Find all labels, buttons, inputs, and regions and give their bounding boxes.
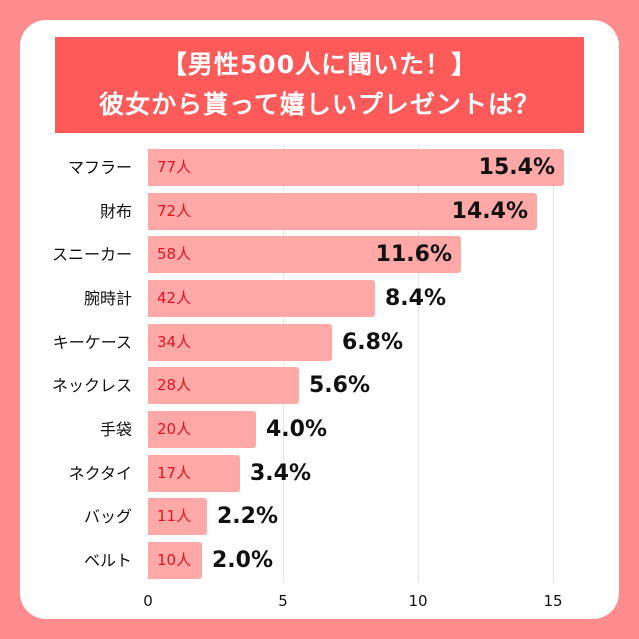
count-label: 34人: [157, 333, 192, 351]
percent-label: 3.4%: [250, 461, 312, 486]
category-label: ベルト: [83, 551, 132, 570]
bar: [148, 324, 332, 361]
percent-label: 4.0%: [266, 417, 328, 442]
x-tick-label: 5: [278, 592, 288, 610]
category-label: ネックレス: [51, 376, 132, 395]
bar: [148, 367, 299, 404]
x-tick-label: 10: [408, 592, 428, 610]
bar: [148, 411, 256, 448]
count-label: 58人: [157, 245, 192, 263]
category-label: バッグ: [83, 507, 132, 526]
category-label: 財布: [99, 202, 132, 221]
count-label: 72人: [157, 202, 192, 220]
percent-label: 2.0%: [212, 548, 274, 573]
count-label: 28人: [157, 376, 192, 394]
x-tick-label: 0: [143, 592, 153, 610]
bar: [148, 455, 240, 492]
percent-label: 15.4%: [478, 155, 555, 180]
count-label: 17人: [157, 464, 192, 482]
count-label: 10人: [157, 551, 192, 569]
bar: [148, 193, 537, 230]
chart-title: 【男性500人に聞いた！】 彼女から貰って嬉しいプレゼントは？: [55, 37, 584, 133]
percent-label: 11.6%: [375, 242, 452, 267]
bar: [148, 280, 375, 317]
percent-label: 14.4%: [451, 199, 528, 224]
category-label: マフラー: [67, 158, 132, 177]
x-tick-label: 15: [543, 592, 563, 610]
category-label: ネクタイ: [68, 464, 132, 483]
bar: [148, 498, 207, 535]
count-label: 77人: [157, 158, 192, 176]
gridline: [418, 145, 419, 582]
percent-label: 8.4%: [385, 286, 447, 311]
count-label: 42人: [157, 289, 192, 307]
percent-label: 5.6%: [309, 373, 371, 398]
percent-label: 2.2%: [217, 504, 279, 529]
gridline: [553, 145, 554, 582]
bar: [148, 236, 461, 273]
count-label: 20人: [157, 420, 192, 438]
bar: [148, 149, 564, 186]
category-label: 腕時計: [83, 289, 132, 308]
bar: [148, 542, 202, 579]
percent-label: 6.8%: [342, 330, 404, 355]
category-label: 手袋: [99, 420, 132, 439]
category-label: スニーカー: [51, 245, 132, 264]
gridline: [283, 145, 284, 582]
category-label: キーケース: [52, 333, 132, 352]
title-line-2: 彼女から貰って嬉しいプレゼントは？: [99, 90, 540, 119]
count-label: 11人: [157, 507, 192, 525]
title-line-1: 【男性500人に聞いた！】: [161, 50, 478, 79]
